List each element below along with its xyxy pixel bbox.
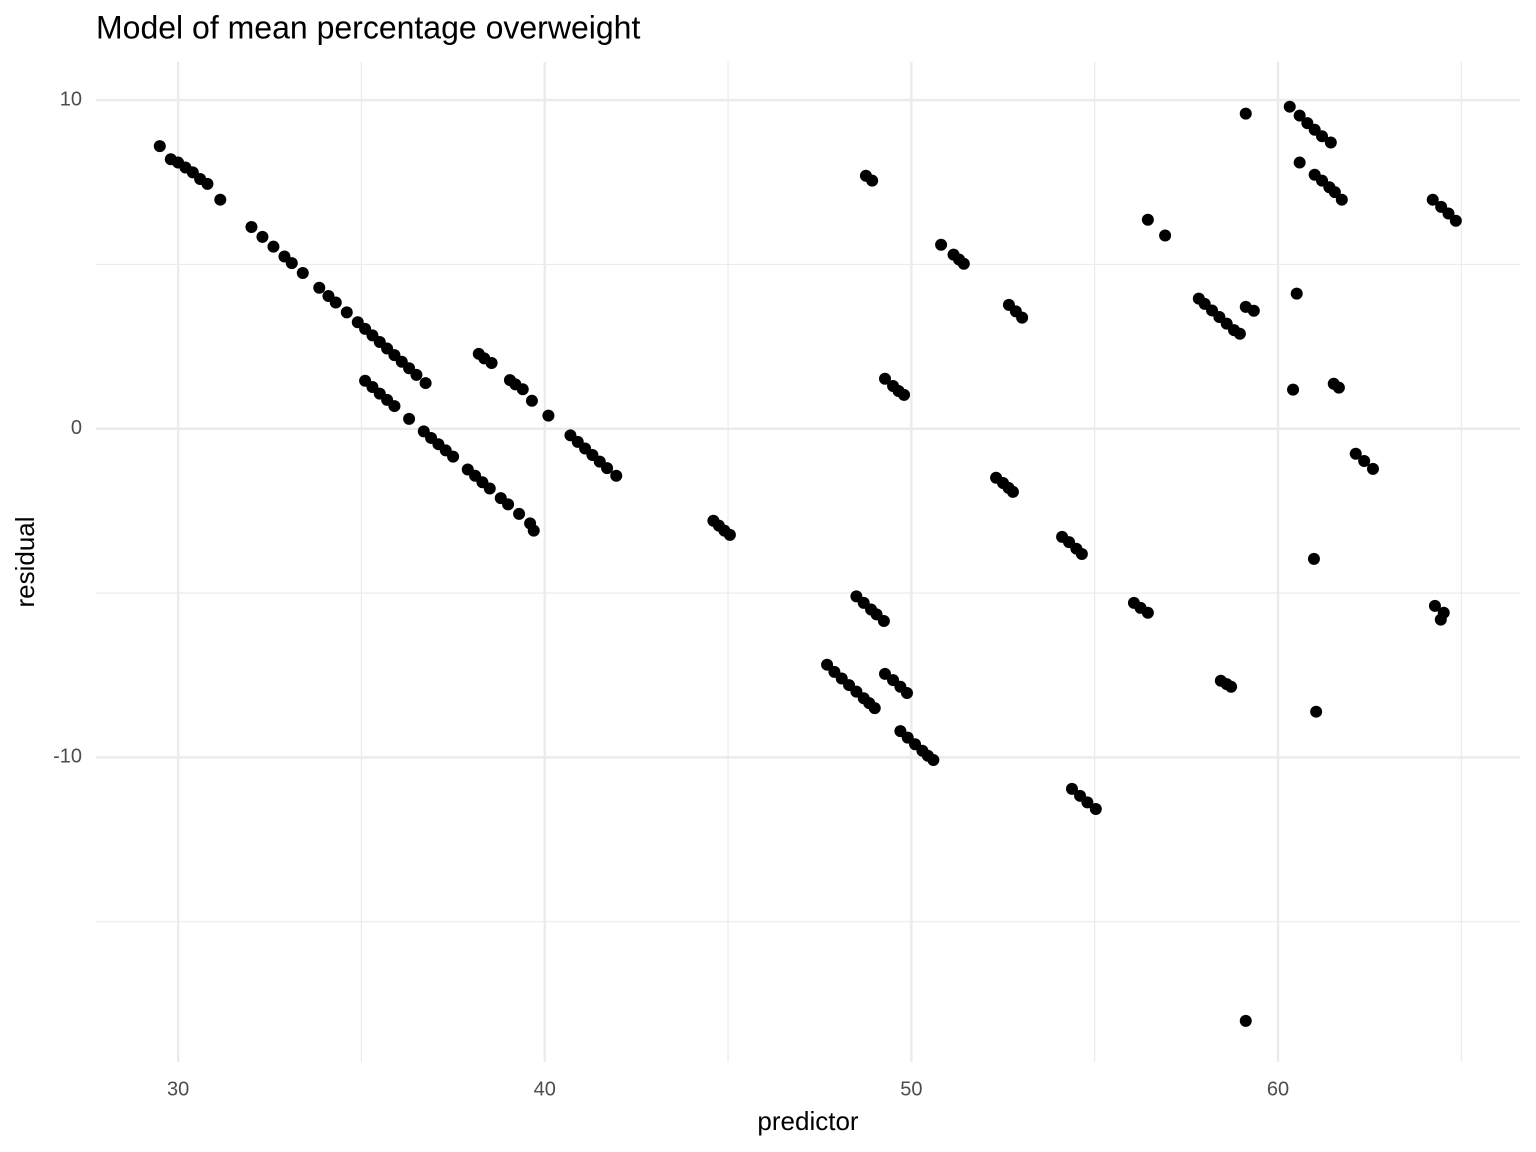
point (296, 266, 309, 279)
point (1006, 485, 1019, 498)
y-axis-label: residual (10, 516, 40, 607)
point (1349, 447, 1362, 460)
chart-title: Model of mean percentage overweight (96, 9, 640, 45)
point (1141, 213, 1154, 226)
point (1293, 156, 1306, 169)
point (1233, 327, 1246, 340)
point (1366, 462, 1379, 475)
point (1332, 381, 1345, 394)
point (245, 220, 258, 233)
point (513, 507, 526, 520)
point (1316, 130, 1329, 143)
point (516, 383, 529, 396)
point (935, 238, 948, 251)
point (1310, 705, 1323, 718)
point (329, 296, 342, 309)
x-tick-label: 60 (1267, 1078, 1289, 1100)
point (256, 230, 269, 243)
point (900, 686, 913, 699)
point (1324, 136, 1337, 149)
point (1225, 680, 1238, 693)
point (1293, 109, 1306, 122)
point (483, 482, 496, 495)
point (610, 469, 623, 482)
point (878, 667, 891, 680)
y-tick-label: -10 (53, 746, 82, 768)
point (410, 368, 423, 381)
point (1141, 606, 1154, 619)
point (601, 462, 614, 475)
point (502, 498, 515, 511)
point (1247, 304, 1260, 317)
x-tick-label: 40 (534, 1078, 556, 1100)
point (821, 658, 834, 671)
point (1358, 454, 1371, 467)
point (898, 388, 911, 401)
point (1065, 782, 1078, 795)
point (1290, 287, 1303, 300)
point (340, 306, 353, 319)
x-tick-label: 30 (167, 1078, 189, 1100)
point (542, 409, 555, 422)
point (1089, 802, 1102, 815)
point (1307, 552, 1320, 565)
point (1328, 186, 1341, 199)
point (1434, 613, 1447, 626)
point (927, 753, 940, 766)
point (485, 357, 498, 370)
point (1081, 796, 1094, 809)
point (214, 193, 227, 206)
point (1159, 229, 1172, 242)
point (419, 377, 432, 390)
point (1442, 207, 1455, 220)
point (1287, 383, 1300, 396)
point (868, 702, 881, 715)
point (1239, 107, 1252, 120)
point (1335, 193, 1348, 206)
point (877, 614, 890, 627)
point (285, 257, 298, 270)
point (201, 177, 214, 190)
point (403, 412, 416, 425)
point (957, 257, 970, 270)
y-tick-label: 10 (60, 88, 82, 110)
point (1239, 1014, 1252, 1027)
point (1283, 100, 1296, 113)
point (866, 174, 879, 187)
x-tick-label: 50 (900, 1078, 922, 1100)
point (1428, 599, 1441, 612)
point (525, 394, 538, 407)
point (1449, 214, 1462, 227)
point (447, 450, 460, 463)
point (527, 524, 540, 537)
point (723, 528, 736, 541)
point (313, 281, 326, 294)
point (1426, 193, 1439, 206)
point (1016, 311, 1029, 324)
x-axis-label: predictor (757, 1106, 858, 1136)
point (878, 372, 891, 385)
point (388, 400, 401, 413)
point (153, 140, 166, 153)
y-tick-label: 0 (71, 417, 82, 439)
point (1075, 547, 1088, 560)
point (267, 240, 280, 253)
